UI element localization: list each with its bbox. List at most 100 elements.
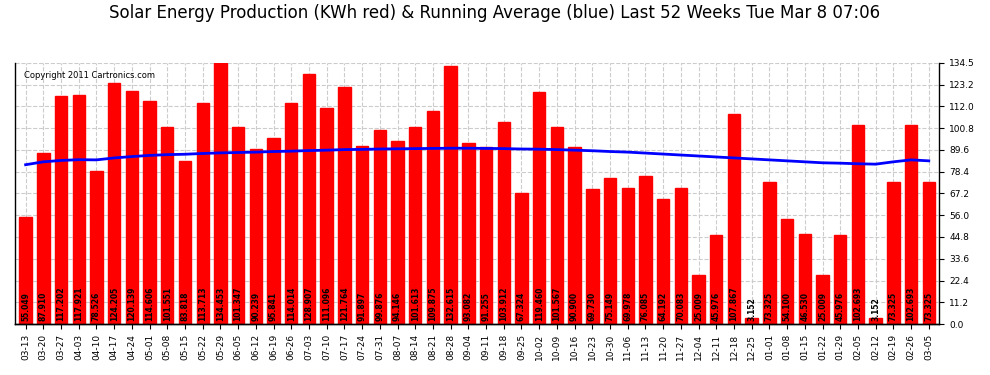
Text: 102.693: 102.693 xyxy=(907,287,916,321)
Text: 94.146: 94.146 xyxy=(393,292,402,321)
Bar xyxy=(640,176,651,324)
Text: 121.764: 121.764 xyxy=(340,286,348,321)
Bar xyxy=(38,153,50,324)
Text: 64.192: 64.192 xyxy=(658,292,667,321)
Text: 91.255: 91.255 xyxy=(481,292,491,321)
Text: 111.096: 111.096 xyxy=(322,287,332,321)
Text: Copyright 2011 Cartronics.com: Copyright 2011 Cartronics.com xyxy=(24,70,155,80)
Bar xyxy=(126,91,138,324)
Text: 3.152: 3.152 xyxy=(747,297,756,321)
Text: 78.526: 78.526 xyxy=(92,292,101,321)
Text: 73.325: 73.325 xyxy=(889,292,898,321)
Text: 76.085: 76.085 xyxy=(641,292,650,321)
Bar xyxy=(20,217,32,324)
Bar xyxy=(923,182,935,324)
Text: 73.325: 73.325 xyxy=(765,292,774,321)
Bar xyxy=(249,149,262,324)
Text: 69.978: 69.978 xyxy=(624,292,633,321)
Bar xyxy=(321,108,333,324)
Bar xyxy=(391,141,404,324)
Text: Solar Energy Production (KWh red) & Running Average (blue) Last 52 Weeks Tue Mar: Solar Energy Production (KWh red) & Runn… xyxy=(110,4,880,22)
Text: 117.921: 117.921 xyxy=(74,286,83,321)
Bar xyxy=(267,138,280,324)
Bar xyxy=(887,182,900,324)
Bar xyxy=(108,83,121,324)
Bar xyxy=(480,147,492,324)
Bar xyxy=(409,127,422,324)
Text: 101.551: 101.551 xyxy=(162,287,172,321)
Bar xyxy=(657,200,669,324)
Bar xyxy=(214,63,227,324)
Text: 95.841: 95.841 xyxy=(269,292,278,321)
Text: 120.139: 120.139 xyxy=(128,287,137,321)
Text: 45.976: 45.976 xyxy=(836,292,844,321)
Text: 109.875: 109.875 xyxy=(429,286,438,321)
Bar xyxy=(799,234,811,324)
Bar xyxy=(869,318,882,324)
Bar xyxy=(232,127,245,324)
Bar xyxy=(586,189,599,324)
Bar xyxy=(728,114,741,324)
Text: 113.713: 113.713 xyxy=(198,286,207,321)
Bar xyxy=(692,276,705,324)
Bar xyxy=(763,182,775,324)
Text: 45.976: 45.976 xyxy=(712,292,721,321)
Text: 99.876: 99.876 xyxy=(375,292,384,321)
Bar xyxy=(851,124,864,324)
Bar xyxy=(604,178,616,324)
Text: 102.693: 102.693 xyxy=(853,287,862,321)
Text: 132.615: 132.615 xyxy=(446,287,455,321)
Bar xyxy=(781,219,793,324)
Bar xyxy=(674,188,687,324)
Text: 114.606: 114.606 xyxy=(146,287,154,321)
Bar xyxy=(462,143,474,324)
Text: 90.900: 90.900 xyxy=(570,292,579,321)
Text: 75.149: 75.149 xyxy=(606,292,615,321)
Text: 134.453: 134.453 xyxy=(216,287,225,321)
Text: 90.239: 90.239 xyxy=(251,292,260,321)
Text: 83.818: 83.818 xyxy=(180,292,189,321)
Text: 3.152: 3.152 xyxy=(871,297,880,321)
Bar xyxy=(72,95,85,324)
Bar xyxy=(905,124,918,324)
Text: 69.730: 69.730 xyxy=(588,292,597,321)
Bar xyxy=(144,101,155,324)
Bar xyxy=(373,130,386,324)
Text: 73.325: 73.325 xyxy=(925,292,934,321)
Text: 117.202: 117.202 xyxy=(56,286,65,321)
Text: 101.613: 101.613 xyxy=(411,287,420,321)
Text: 67.324: 67.324 xyxy=(517,292,526,321)
Bar xyxy=(339,87,350,324)
Text: 54.100: 54.100 xyxy=(783,292,792,321)
Bar xyxy=(745,318,758,324)
Bar xyxy=(427,111,440,324)
Bar xyxy=(355,146,368,324)
Text: 91.897: 91.897 xyxy=(357,292,366,321)
Text: 101.567: 101.567 xyxy=(552,287,561,321)
Text: 55.049: 55.049 xyxy=(21,292,30,321)
Text: 101.347: 101.347 xyxy=(234,286,243,321)
Text: 87.910: 87.910 xyxy=(39,292,48,321)
Bar xyxy=(161,127,173,324)
Text: 70.083: 70.083 xyxy=(676,292,685,321)
Bar xyxy=(550,127,563,324)
Bar xyxy=(817,276,829,324)
Bar xyxy=(197,103,209,324)
Text: 93.082: 93.082 xyxy=(464,292,473,321)
Text: 25.009: 25.009 xyxy=(694,292,703,321)
Bar xyxy=(533,92,545,324)
Bar xyxy=(834,235,846,324)
Text: 103.912: 103.912 xyxy=(499,287,508,321)
Bar xyxy=(568,147,581,324)
Bar xyxy=(285,102,297,324)
Text: 124.205: 124.205 xyxy=(110,287,119,321)
Bar xyxy=(445,66,456,324)
Text: 128.907: 128.907 xyxy=(305,286,314,321)
Text: 107.867: 107.867 xyxy=(730,286,739,321)
Bar xyxy=(515,193,528,324)
Text: 25.009: 25.009 xyxy=(818,292,827,321)
Bar xyxy=(179,161,191,324)
Bar xyxy=(498,122,510,324)
Bar xyxy=(622,188,634,324)
Text: 119.460: 119.460 xyxy=(535,287,544,321)
